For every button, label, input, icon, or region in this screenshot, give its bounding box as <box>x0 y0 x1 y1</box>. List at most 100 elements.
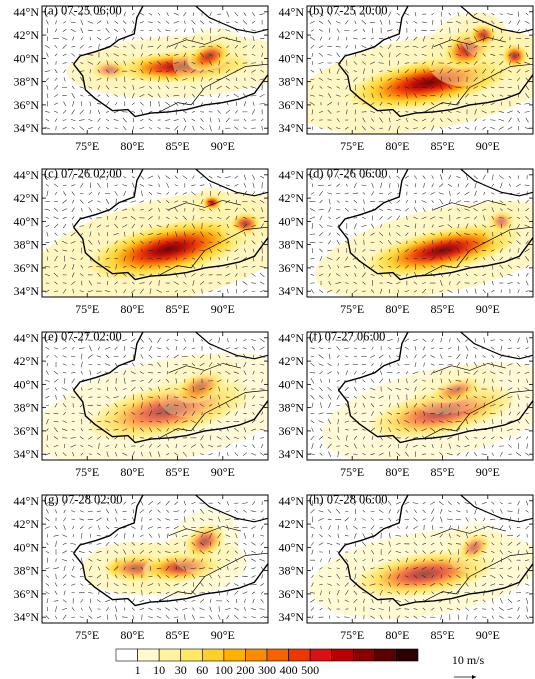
wind-vector <box>54 208 58 211</box>
wind-vector <box>63 518 65 522</box>
y-tick-label: 34°N <box>279 447 305 461</box>
wind-vector <box>311 542 313 545</box>
wind-vector <box>388 192 391 194</box>
wind-vector <box>474 176 478 179</box>
wind-vector <box>80 617 84 618</box>
wind-vector <box>320 200 323 203</box>
wind-vector <box>252 21 255 23</box>
wind-vector <box>46 615 49 618</box>
wind-vector <box>192 119 196 121</box>
wind-vector <box>218 502 221 504</box>
y-tick-label: 38°N <box>14 75 40 89</box>
wind-vector <box>517 20 519 25</box>
wind-vector <box>80 200 83 204</box>
wind-vector <box>345 208 349 211</box>
y-tick-label: 44°N <box>279 5 305 19</box>
wind-vector <box>115 102 117 105</box>
wind-vector <box>526 615 529 619</box>
wind-vector <box>252 346 255 350</box>
wind-vector <box>312 403 313 408</box>
wind-vector <box>166 615 170 619</box>
wind-vector <box>362 45 367 47</box>
wind-vector <box>525 453 528 456</box>
wind-vector <box>201 118 204 122</box>
wind-vector <box>336 543 339 545</box>
wind-vector <box>319 372 322 374</box>
wind-vector <box>517 535 520 537</box>
wind-vector <box>149 338 152 343</box>
wind-vector <box>526 118 529 123</box>
wind-vector <box>70 543 75 544</box>
wind-vector <box>166 510 168 513</box>
wind-vector <box>328 510 331 513</box>
wind-vector <box>516 184 521 187</box>
map-panel: (d) 07-26 06:0034°N36°N38°N40°N42°N44°N7… <box>279 163 535 318</box>
wind-vector <box>413 526 417 528</box>
wind-vector <box>46 78 49 81</box>
wind-vector <box>329 199 330 204</box>
wind-vector <box>527 337 528 343</box>
wind-vector <box>244 183 246 187</box>
wind-vector <box>432 339 434 342</box>
wind-vector <box>260 453 264 456</box>
wind-vector <box>344 348 349 349</box>
wind-vector <box>525 185 530 186</box>
wind-vector <box>141 109 143 114</box>
plume-core <box>229 212 262 235</box>
wind-vector <box>234 591 238 595</box>
wind-vector <box>321 379 322 383</box>
wind-vector <box>72 37 74 40</box>
wind-vector <box>71 46 75 47</box>
wind-vector <box>492 184 494 186</box>
wind-vector <box>106 199 109 204</box>
wind-vector <box>354 371 356 374</box>
wind-vector <box>518 29 520 32</box>
wind-vector <box>422 355 426 358</box>
wind-reference-arrowhead <box>472 675 476 679</box>
colorbar-label: 500 <box>301 663 319 677</box>
wind-vector <box>122 184 127 186</box>
panel-label: (e) 07-27 02:00 <box>44 330 122 344</box>
wind-vector <box>261 551 263 554</box>
wind-vector <box>379 355 383 358</box>
wind-vector <box>46 583 49 586</box>
wind-vector <box>475 182 477 188</box>
wind-vector <box>526 526 529 529</box>
wind-vector <box>140 201 144 203</box>
wind-vector <box>140 184 144 186</box>
wind-vector <box>193 126 195 131</box>
wind-vector <box>449 339 450 342</box>
wind-vector <box>47 543 49 545</box>
wind-vector <box>55 45 58 48</box>
wind-vector <box>173 511 179 512</box>
wind-vector <box>396 22 401 23</box>
wind-vector <box>388 12 391 17</box>
wind-vector <box>45 381 50 382</box>
wind-vector <box>432 525 433 530</box>
wind-vector <box>311 289 313 293</box>
wind-vector <box>72 347 74 349</box>
wind-vector <box>518 518 519 521</box>
wind-vector <box>219 21 220 24</box>
wind-vector <box>63 224 66 228</box>
wind-vector <box>319 511 324 512</box>
wind-vector <box>234 127 238 130</box>
wind-vector <box>525 127 529 128</box>
wind-vector <box>80 45 84 48</box>
wind-vector <box>319 364 324 366</box>
wind-vector <box>439 193 444 195</box>
wind-vector <box>159 534 160 538</box>
wind-vector <box>492 608 494 611</box>
x-tick-label: 90°E <box>211 139 235 153</box>
wind-vector <box>244 607 245 611</box>
wind-vector <box>99 44 100 50</box>
x-tick-label: 90°E <box>211 302 235 316</box>
wind-vector <box>124 608 125 611</box>
wind-vector <box>353 38 358 39</box>
map-panel: (b) 07-25 20:0034°N36°N38°N40°N42°N44°N7… <box>279 0 535 153</box>
wind-vector <box>80 110 84 114</box>
wind-vector <box>449 13 451 15</box>
wind-vector <box>63 54 67 56</box>
wind-vector <box>166 501 170 506</box>
map-panel: (e) 07-27 02:0034°N36°N38°N40°N42°N44°N7… <box>14 326 314 488</box>
